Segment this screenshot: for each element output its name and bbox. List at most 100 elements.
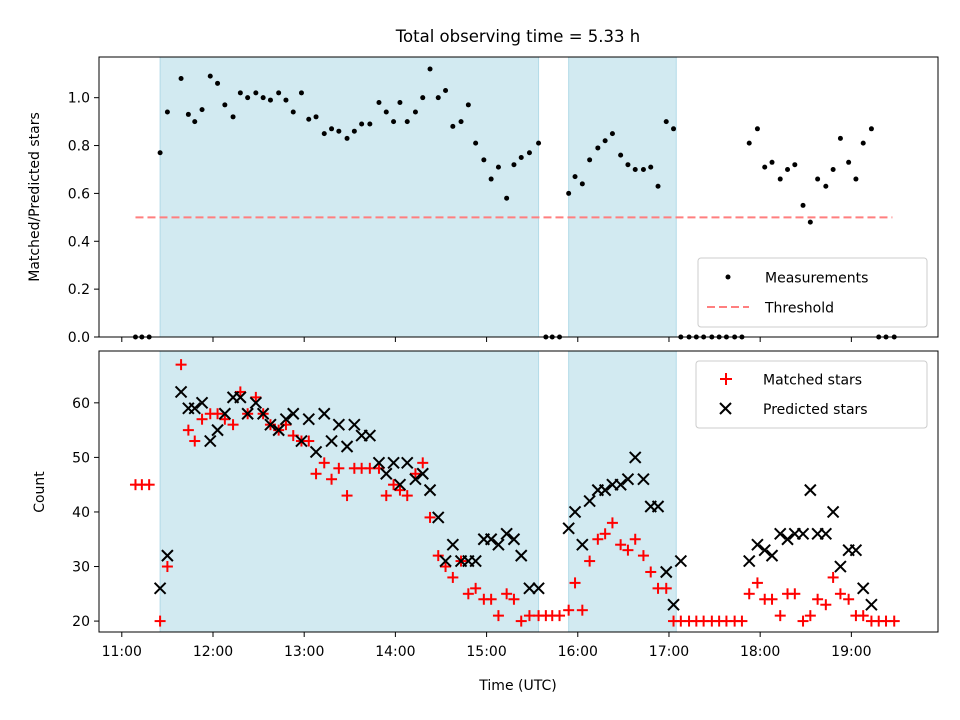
- measurement-point: [245, 95, 251, 101]
- predicted-star-point: [309, 445, 323, 459]
- measurement-point: [511, 162, 517, 168]
- measurement-point: [359, 121, 365, 127]
- measurement-point: [481, 157, 487, 163]
- matched-star-point: [417, 457, 429, 469]
- measurement-point: [222, 102, 228, 108]
- predicted-star-point: [532, 582, 545, 595]
- measurement-point: [746, 140, 752, 146]
- predicted-star-point: [318, 407, 331, 420]
- x-tick-label: 14:00: [375, 644, 415, 660]
- bottom-y-axis-label: Count: [32, 471, 48, 513]
- predicted-star-point: [614, 478, 627, 491]
- matched-star-point: [440, 561, 452, 573]
- measurement-point: [443, 88, 449, 94]
- matched-star-point: [606, 517, 618, 529]
- matched-star-point: [615, 539, 627, 551]
- top-x-ticks: [121, 337, 852, 342]
- matched-star-point: [143, 479, 155, 491]
- predicted-star-point: [161, 549, 174, 562]
- measurement-point: [868, 126, 874, 132]
- measurement-point: [276, 90, 282, 96]
- measurement-point: [807, 219, 813, 225]
- predicted-star-point: [387, 456, 400, 470]
- matched-star-point: [820, 599, 832, 611]
- measurement-point: [777, 176, 783, 182]
- measurement-point: [185, 111, 191, 117]
- measurement-point: [648, 164, 654, 170]
- predicted-star-point: [500, 527, 513, 540]
- matched-star-point: [470, 582, 482, 594]
- measurement-point: [306, 116, 312, 122]
- matched-star-point: [485, 593, 497, 605]
- predicted-stars-points: [153, 385, 878, 611]
- matched-star-point: [432, 550, 444, 562]
- y-tick-label: 0.2: [68, 282, 90, 298]
- measurement-point: [192, 119, 198, 125]
- measurement-point: [830, 166, 836, 172]
- measurement-point: [290, 109, 296, 115]
- chart-title: Total observing time = 5.33 h: [395, 27, 640, 46]
- matched-star-point: [492, 610, 504, 622]
- measurement-point: [504, 195, 510, 201]
- measurement-point: [260, 95, 266, 101]
- measurement-point: [785, 166, 791, 172]
- measurement-point: [458, 119, 464, 125]
- predicted-star-point: [568, 505, 582, 519]
- matched-star-point: [326, 473, 338, 485]
- matched-star-point: [401, 490, 413, 502]
- measurement-point: [397, 99, 403, 105]
- measurement-point: [632, 166, 638, 172]
- predicted-star-point: [153, 582, 167, 595]
- measurement-point: [602, 138, 608, 144]
- predicted-star-point: [174, 385, 188, 399]
- matched-star-point: [622, 544, 634, 556]
- predicted-star-point: [439, 554, 452, 568]
- measurement-point: [313, 114, 319, 120]
- matched-star-point: [629, 533, 641, 545]
- measurement-point: [351, 128, 357, 134]
- predicted-star-point: [195, 396, 209, 410]
- predicted-star-point: [796, 527, 810, 540]
- predicted-star-point: [492, 538, 505, 551]
- bottom-shaded-regions: [159, 350, 677, 633]
- measurement-point: [625, 162, 631, 168]
- legend-matched-marker: [720, 373, 732, 385]
- predicted-star-point: [743, 554, 756, 568]
- x-tick-label: 19:00: [831, 644, 871, 660]
- measurement-point: [663, 119, 669, 125]
- predicted-star-point: [758, 543, 771, 557]
- measurement-point: [473, 140, 479, 146]
- matched-star-point: [834, 588, 846, 600]
- measurement-point: [495, 164, 501, 170]
- x-tick-label: 15:00: [466, 644, 506, 660]
- y-tick-label: 60: [72, 396, 90, 412]
- predicted-star-point: [302, 412, 315, 426]
- measurement-point: [595, 145, 601, 151]
- matched-star-point: [154, 615, 166, 627]
- matched-star-point: [584, 555, 596, 567]
- bottom-x-axis: 11:00 12:00 13:00 14:00 15:00 16:00 17:00 18:00…: [102, 632, 872, 660]
- measurement-point: [267, 97, 273, 103]
- predicted-star-point: [849, 543, 863, 557]
- measurement-point: [383, 109, 389, 115]
- predicted-star-point: [598, 483, 612, 497]
- bottom-panel: 20 30 40 50 60 11:00 12:00 13:00 14:00 15:00 16:0…: [32, 350, 939, 694]
- bottom-y-axis: 20 30 40 50 60: [72, 396, 99, 630]
- predicted-star-point: [865, 598, 878, 611]
- legend-predicted-label: Predicted stars: [763, 402, 868, 418]
- measurement-point: [488, 176, 494, 182]
- matched-star-point: [797, 615, 809, 627]
- predicted-star-point: [834, 560, 847, 573]
- measurement-point: [640, 166, 646, 172]
- predicted-star-point: [446, 538, 460, 551]
- predicted-star-point: [629, 451, 642, 464]
- top-shaded-regions: [159, 56, 677, 338]
- y-tick-label: 30: [72, 560, 90, 576]
- top-y-axis-label: Matched/Predicted stars: [27, 112, 43, 282]
- measurement-point: [536, 140, 542, 146]
- measurement-point: [609, 131, 615, 137]
- matched-star-point: [592, 533, 604, 545]
- predicted-star-point: [211, 423, 224, 437]
- measurement-point: [344, 135, 350, 141]
